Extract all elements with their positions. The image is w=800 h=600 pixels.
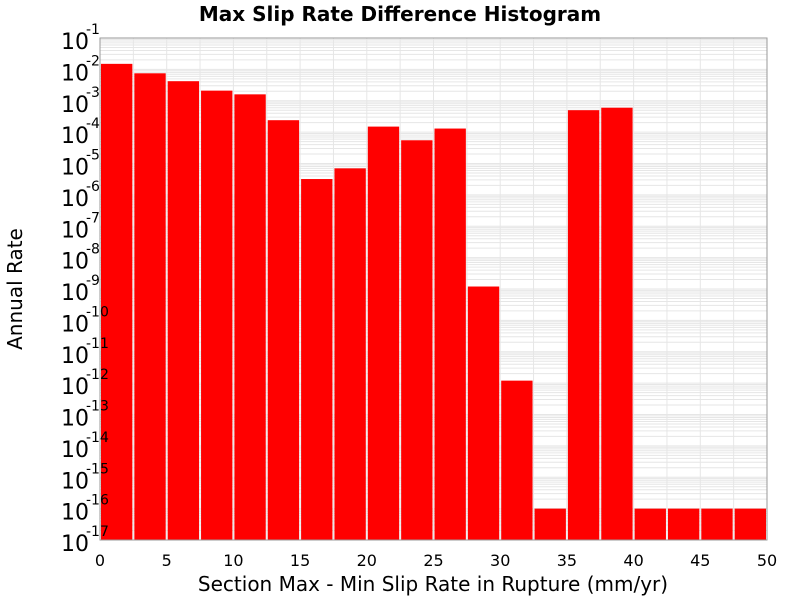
histogram-bar xyxy=(101,63,133,541)
y-tick-exponent: -10 xyxy=(86,304,109,320)
y-tick-base: 10 xyxy=(61,187,89,212)
y-tick-exponent: -9 xyxy=(86,273,100,289)
histogram-bar xyxy=(367,126,400,541)
grid-lines xyxy=(99,38,768,541)
y-tick-label: 10-1 xyxy=(61,22,100,55)
x-tick-label: 45 xyxy=(690,551,710,570)
x-tick-label: 10 xyxy=(223,551,243,570)
y-tick-label: 10-5 xyxy=(61,148,100,181)
y-tick-exponent: -13 xyxy=(86,399,109,415)
chart-title: Max Slip Rate Difference Histogram xyxy=(199,2,601,26)
y-tick-label: 10-6 xyxy=(61,179,100,212)
y-tick-base: 10 xyxy=(61,30,89,55)
y-tick-exponent: -11 xyxy=(86,336,109,352)
y-axis-label: Annual Rate xyxy=(3,228,27,350)
x-tick-label: 50 xyxy=(757,551,777,570)
y-tick-base: 10 xyxy=(61,532,89,557)
y-tick-base: 10 xyxy=(61,469,89,494)
y-tick-label: 10-4 xyxy=(61,116,100,149)
y-tick-base: 10 xyxy=(61,250,89,275)
y-tick-label: 10-7 xyxy=(61,210,100,243)
y-tick-labels: 10-110-210-310-410-510-610-710-810-910-1… xyxy=(61,22,109,557)
x-tick-label: 20 xyxy=(357,551,377,570)
histogram-bar xyxy=(567,110,600,540)
y-tick-label: 10-12 xyxy=(61,367,109,400)
y-tick-label: 10-11 xyxy=(61,336,109,369)
histogram-bar xyxy=(601,107,633,540)
x-tick-label: 0 xyxy=(95,551,105,570)
x-tick-label: 40 xyxy=(623,551,643,570)
histogram-bar xyxy=(734,508,766,540)
x-tick-labels: 0 5 10 15 20 25 30 35 40 45 50 xyxy=(95,551,777,570)
y-tick-exponent: -7 xyxy=(86,210,100,226)
y-tick-base: 10 xyxy=(61,218,89,243)
y-tick-base: 10 xyxy=(61,501,89,526)
y-tick-exponent: -5 xyxy=(86,148,100,164)
histogram-bar xyxy=(501,380,533,540)
histogram-bar xyxy=(534,508,566,540)
histogram-bar xyxy=(701,508,733,540)
x-tick-label: 30 xyxy=(490,551,510,570)
y-tick-base: 10 xyxy=(61,156,89,181)
histogram-bar xyxy=(201,90,233,540)
histogram-bar xyxy=(234,94,266,540)
bar-series xyxy=(101,63,766,541)
y-tick-label: 10-17 xyxy=(61,524,109,557)
y-tick-base: 10 xyxy=(61,124,89,149)
y-tick-base: 10 xyxy=(61,375,89,400)
x-tick-label: 15 xyxy=(290,551,310,570)
histogram-bar xyxy=(167,81,200,540)
y-tick-label: 10-10 xyxy=(61,304,109,337)
y-tick-label: 10-2 xyxy=(61,53,100,86)
histogram-bar xyxy=(301,179,333,540)
y-tick-base: 10 xyxy=(61,93,89,118)
y-tick-label: 10-3 xyxy=(61,85,100,118)
plot-area-border xyxy=(99,37,768,541)
y-tick-base: 10 xyxy=(61,407,89,432)
y-tick-exponent: -12 xyxy=(86,367,109,383)
y-tick-label: 10-13 xyxy=(61,399,109,432)
histogram-bar xyxy=(134,73,166,540)
y-tick-label: 10-14 xyxy=(61,430,109,463)
histogram-bar xyxy=(634,508,666,540)
y-tick-exponent: -17 xyxy=(86,524,109,540)
y-tick-exponent: -6 xyxy=(86,179,100,195)
y-tick-exponent: -15 xyxy=(86,461,109,477)
histogram-bar xyxy=(401,140,433,540)
y-tick-base: 10 xyxy=(61,61,89,86)
y-tick-exponent: -8 xyxy=(86,242,100,258)
x-tick-label: 35 xyxy=(557,551,577,570)
y-tick-exponent: -14 xyxy=(86,430,109,446)
y-tick-exponent: -3 xyxy=(86,85,100,101)
y-tick-exponent: -4 xyxy=(86,116,100,132)
y-tick-base: 10 xyxy=(61,438,89,463)
histogram-bar xyxy=(334,168,366,540)
y-tick-base: 10 xyxy=(61,312,89,337)
histogram-bar xyxy=(467,286,500,540)
y-tick-label: 10-16 xyxy=(61,493,109,526)
x-tick-label: 25 xyxy=(423,551,443,570)
y-tick-label: 10-15 xyxy=(61,461,109,494)
y-tick-base: 10 xyxy=(61,281,89,306)
y-tick-exponent: -2 xyxy=(86,53,100,69)
y-tick-label: 10-8 xyxy=(61,242,100,275)
histogram-bar xyxy=(267,120,300,541)
y-tick-label: 10-9 xyxy=(61,273,100,306)
x-axis-label: Section Max - Min Slip Rate in Rupture (… xyxy=(198,572,668,596)
histogram-bar xyxy=(667,508,700,540)
histogram-bar xyxy=(434,128,466,540)
y-tick-exponent: -1 xyxy=(86,22,100,38)
y-tick-exponent: -16 xyxy=(86,493,109,509)
y-tick-base: 10 xyxy=(61,344,89,369)
x-tick-label: 5 xyxy=(162,551,172,570)
